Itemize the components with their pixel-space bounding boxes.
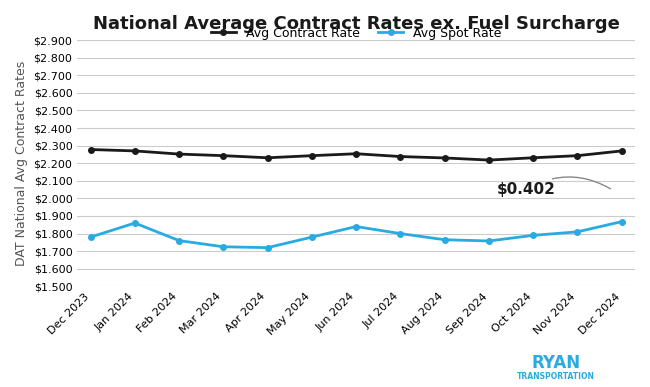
Legend: Avg Contract Rate, Avg Spot Rate: Avg Contract Rate, Avg Spot Rate — [205, 22, 506, 45]
Text: TRANSPORTATION: TRANSPORTATION — [517, 372, 595, 382]
Text: DAT: DAT — [22, 362, 56, 377]
Text: RYAN: RYAN — [531, 354, 580, 372]
Title: National Average Contract Rates ex. Fuel Surcharge: National Average Contract Rates ex. Fuel… — [93, 15, 619, 33]
Y-axis label: DAT National Avg Contract Rates: DAT National Avg Contract Rates — [15, 61, 28, 266]
Text: $0.402: $0.402 — [497, 177, 610, 197]
